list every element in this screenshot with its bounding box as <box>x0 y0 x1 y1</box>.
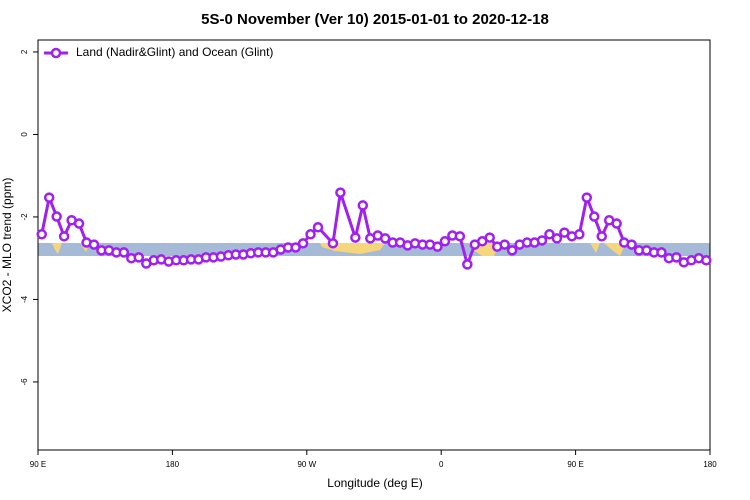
plot-frame <box>37 39 711 451</box>
data-point <box>626 239 637 250</box>
y-tick-label: 2 <box>20 49 29 54</box>
data-point <box>506 245 518 256</box>
y-tick-label: -6 <box>20 378 29 386</box>
data-point <box>305 229 316 240</box>
x-tick-label: 0 <box>439 460 444 469</box>
data-point <box>290 242 301 253</box>
data-point <box>312 222 324 233</box>
x-tick-label: 90 E <box>30 460 46 469</box>
data-point <box>36 229 47 240</box>
data-point <box>596 231 607 242</box>
data-point <box>499 239 510 250</box>
data-point <box>551 233 563 244</box>
data-point <box>439 236 451 247</box>
data-point <box>58 231 70 242</box>
chart-title: 5S-0 November (Ver 10) 2015-01-01 to 202… <box>201 11 549 28</box>
data-point <box>544 229 555 240</box>
data-point <box>454 231 466 242</box>
x-tick-label: 90 E <box>567 460 583 469</box>
x-tick-label: 180 <box>703 460 717 469</box>
data-point <box>133 252 145 263</box>
data-point <box>574 229 585 240</box>
data-point <box>589 211 600 222</box>
y-tick-label: 0 <box>20 132 29 137</box>
data-point <box>357 200 369 211</box>
data-point <box>43 192 55 203</box>
data-point <box>88 239 100 250</box>
y-tick-label: -4 <box>20 295 29 303</box>
data-point <box>118 247 130 258</box>
data-point <box>379 233 391 244</box>
data-point <box>462 259 473 270</box>
data-point <box>656 247 667 258</box>
y-axis-label: XCO2 - MLO trend (ppm) <box>0 178 14 313</box>
data-point <box>484 232 495 243</box>
data-point <box>701 255 712 266</box>
data-point <box>335 187 346 198</box>
x-axis-label: Longitude (deg E) <box>327 476 422 490</box>
x-tick-label: 90 W <box>297 460 316 469</box>
legend-label: Land (Nadir&Glint) and Ocean (Glint) <box>76 45 273 59</box>
data-point <box>611 218 622 229</box>
legend-marker <box>50 47 62 59</box>
legend: Land (Nadir&Glint) and Ocean (Glint) <box>44 45 273 59</box>
data-point <box>581 192 593 203</box>
x-tick-label: 180 <box>166 460 180 469</box>
data-point <box>73 218 85 229</box>
data-point <box>536 235 548 246</box>
data-point <box>297 238 309 249</box>
data-point <box>671 252 682 263</box>
data-point <box>432 241 443 252</box>
data-point <box>350 232 361 243</box>
data-point <box>51 211 62 222</box>
y-tick-label: -2 <box>20 213 29 221</box>
data-point <box>327 238 339 249</box>
